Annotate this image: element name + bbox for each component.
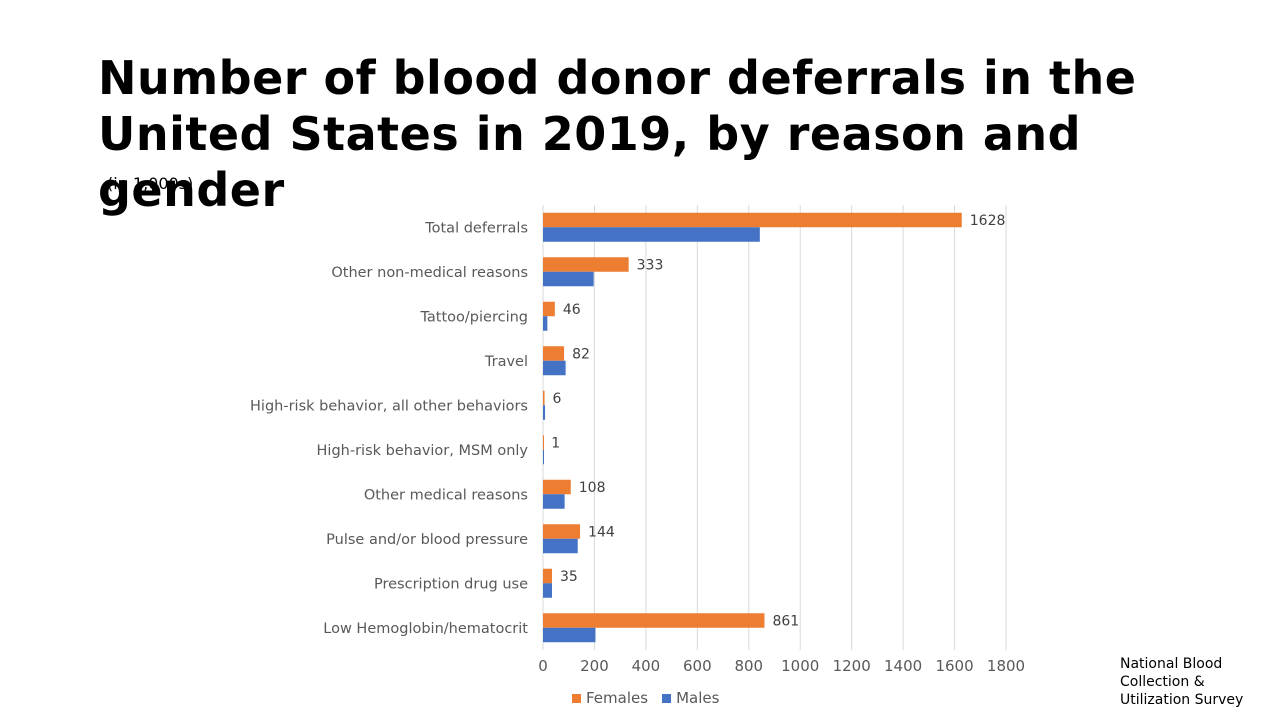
bar-males [543,405,546,420]
bar-males [543,538,578,554]
bar-females [543,257,629,272]
x-tick-label: 200 [580,657,609,675]
data-label-females: 6 [553,391,562,407]
category-labels: Total deferrals Other non-medical reasons… [250,220,528,637]
bar-males [543,449,544,465]
bar-females [543,346,565,361]
x-tick-label: 1000 [781,657,819,675]
chart-subtitle: (in 1,000s) [107,174,194,193]
bar-females [543,435,544,450]
bar-females [543,301,555,317]
bar-females [543,390,545,406]
data-label-females: 46 [563,302,581,318]
x-tick-label: 800 [734,657,763,675]
data-labels: 1628 333 46 82 6 1 108 144 35 861 [551,213,1005,630]
bar-males [543,316,548,331]
x-tick-label: 600 [683,657,712,675]
bar-females [543,568,553,584]
data-label-females: 35 [560,569,578,585]
data-label-females: 1628 [970,213,1006,229]
bar-females [543,613,765,628]
legend: Females Males [572,689,733,707]
data-label-females: 861 [772,614,799,630]
category-label: Prescription drug use [374,576,528,592]
legend-label-females: Females [586,689,649,707]
category-label: Travel [484,354,528,370]
bar-males [543,583,553,598]
x-tick-label: 1200 [833,657,871,675]
category-label: Other non-medical reasons [331,265,528,281]
source-note: National Blood Collection & Utilization … [1120,656,1244,708]
gridlines [542,205,1007,650]
category-label: Tattoo/piercing [419,309,528,325]
category-label: High-risk behavior, MSM only [317,443,529,459]
category-label: High-risk behavior, all other behaviors [250,398,528,414]
chart-title: Number of blood donor deferrals in the U… [98,51,1137,217]
data-label-females: 1 [551,436,560,452]
category-label: Low Hemoglobin/hematocrit [323,621,528,637]
data-label-females: 108 [579,480,606,496]
x-tick-label: 1600 [935,657,973,675]
bars [543,212,962,643]
x-tick-label: 1400 [884,657,922,675]
data-label-females: 144 [588,525,615,541]
bar-females [543,212,962,228]
data-label-females: 333 [637,258,664,274]
category-label: Pulse and/or blood pressure [326,532,528,548]
bar-males [543,360,566,376]
x-tick-label: 1800 [987,657,1025,675]
bar-females [543,524,581,539]
x-axis-ticks: 0 200 400 600 800 1000 1200 1400 1600 1800 [538,657,1025,675]
legend-swatch-males [662,693,672,703]
data-label-females: 82 [572,347,590,363]
bar-females [543,479,571,495]
bar-males [543,271,594,287]
legend-item-females: Females [572,689,648,707]
bar-males [543,494,565,509]
category-label: Other medical reasons [364,487,528,503]
bar-males [543,227,760,242]
x-tick-label: 400 [632,657,661,675]
legend-label-males: Males [676,689,720,707]
x-tick-label: 0 [538,657,548,675]
bar-males [543,627,596,643]
legend-item-males: Males [662,689,719,707]
legend-swatch-females [572,693,581,703]
category-label: Total deferrals [424,220,528,236]
